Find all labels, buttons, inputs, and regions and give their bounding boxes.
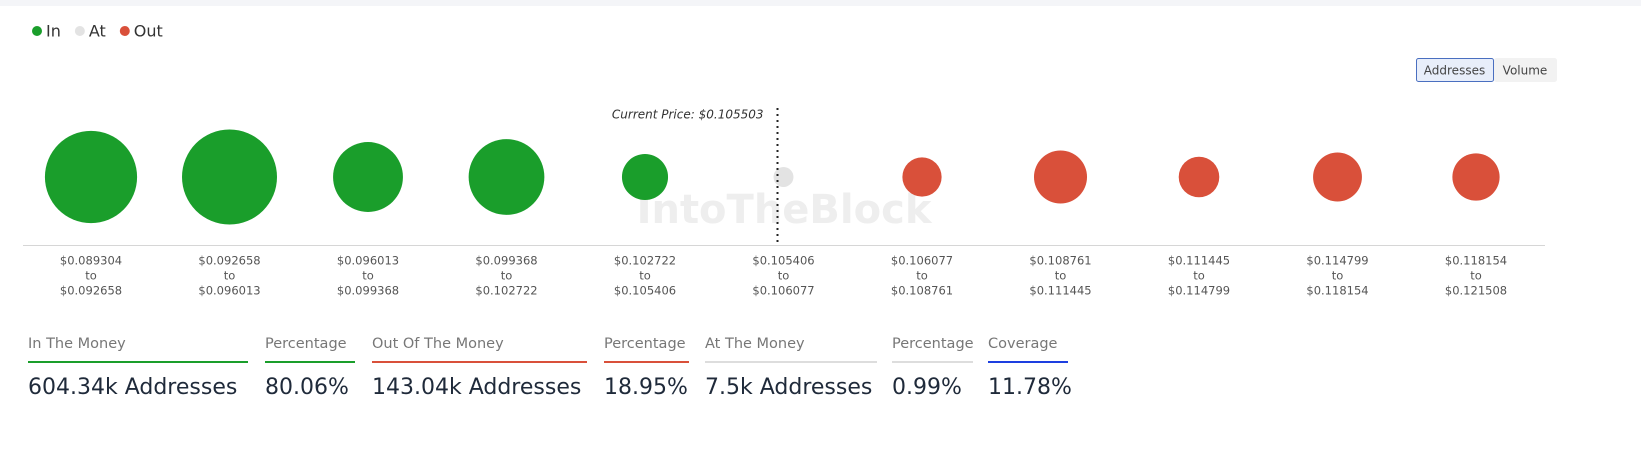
toggle-label[interactable]: Addresses <box>1424 64 1485 78</box>
summary-value: 7.5k Addresses <box>705 375 872 400</box>
range-label: to <box>85 269 97 283</box>
summary-label: In The Money <box>28 336 126 352</box>
bubble <box>44 130 138 224</box>
summary-label: At The Money <box>705 336 805 352</box>
range-label: $0.106077 <box>891 254 953 268</box>
range-label: $0.108761 <box>1029 254 1091 268</box>
bubble <box>333 142 403 212</box>
bubble <box>1033 150 1088 204</box>
range-label: to <box>639 269 651 283</box>
summary-label: Percentage <box>265 336 347 352</box>
range-label: $0.118154 <box>1306 284 1368 298</box>
summary-value: 604.34k Addresses <box>28 375 237 400</box>
range-label: $0.111445 <box>1168 254 1230 268</box>
summary-value: 0.99% <box>892 375 962 400</box>
range-label: $0.099368 <box>337 284 399 298</box>
bubble <box>1313 152 1362 202</box>
legend-label: In <box>46 22 61 41</box>
range-label: to <box>501 269 513 283</box>
bubble <box>468 139 545 215</box>
summary-label: Out Of The Money <box>372 336 504 352</box>
range-label: $0.096013 <box>198 284 260 298</box>
range-label: $0.102722 <box>475 284 537 298</box>
range-label: to <box>778 269 790 283</box>
legend-marker <box>74 26 85 36</box>
current-price-label: Current Price: $0.105503 <box>612 108 764 122</box>
summary-value: 80.06% <box>265 375 349 400</box>
watermark: IntoTheBlock <box>637 187 933 233</box>
range-label: $0.114799 <box>1168 284 1230 298</box>
range-label: $0.105406 <box>614 284 676 298</box>
range-label: $0.106077 <box>752 284 814 298</box>
summary-label: Percentage <box>604 336 686 352</box>
summary-value: 18.95% <box>604 375 688 400</box>
summary-value: 143.04k Addresses <box>372 375 581 400</box>
range-label: $0.096013 <box>337 254 399 268</box>
summary-value: 11.78% <box>988 375 1072 400</box>
legend-label: Out <box>134 22 163 41</box>
range-label: to <box>916 269 928 283</box>
range-label: $0.118154 <box>1445 254 1507 268</box>
range-label: $0.092658 <box>60 284 122 298</box>
range-label: $0.121508 <box>1445 284 1507 298</box>
range-label: $0.099368 <box>475 254 537 268</box>
bubble <box>182 129 277 225</box>
bubble <box>1452 153 1500 201</box>
range-label: to <box>1055 269 1067 283</box>
toggle-label[interactable]: Volume <box>1503 64 1548 78</box>
range-label: $0.089304 <box>60 254 122 268</box>
legend-marker <box>119 26 130 36</box>
toggle-button[interactable] <box>1494 58 1557 82</box>
range-label: to <box>1470 269 1482 283</box>
bubble <box>773 167 794 187</box>
range-label: $0.105406 <box>752 254 814 268</box>
range-label: to <box>1193 269 1205 283</box>
range-label: $0.111445 <box>1029 284 1091 298</box>
bubble <box>1178 156 1220 198</box>
range-label: to <box>224 269 236 283</box>
range-label: to <box>362 269 374 283</box>
summary-label: Percentage <box>892 336 974 352</box>
range-label: $0.092658 <box>198 254 260 268</box>
legend-label: At <box>89 22 106 41</box>
card <box>0 6 1641 451</box>
legend-marker <box>32 26 42 36</box>
bubble <box>902 157 942 197</box>
range-label: $0.114799 <box>1306 254 1368 268</box>
range-label: to <box>1332 269 1344 283</box>
toggle-button[interactable] <box>1416 58 1494 82</box>
range-label: $0.108761 <box>891 284 953 298</box>
summary-label: Coverage <box>988 336 1058 352</box>
range-label: $0.102722 <box>614 254 676 268</box>
bubble <box>621 153 669 201</box>
